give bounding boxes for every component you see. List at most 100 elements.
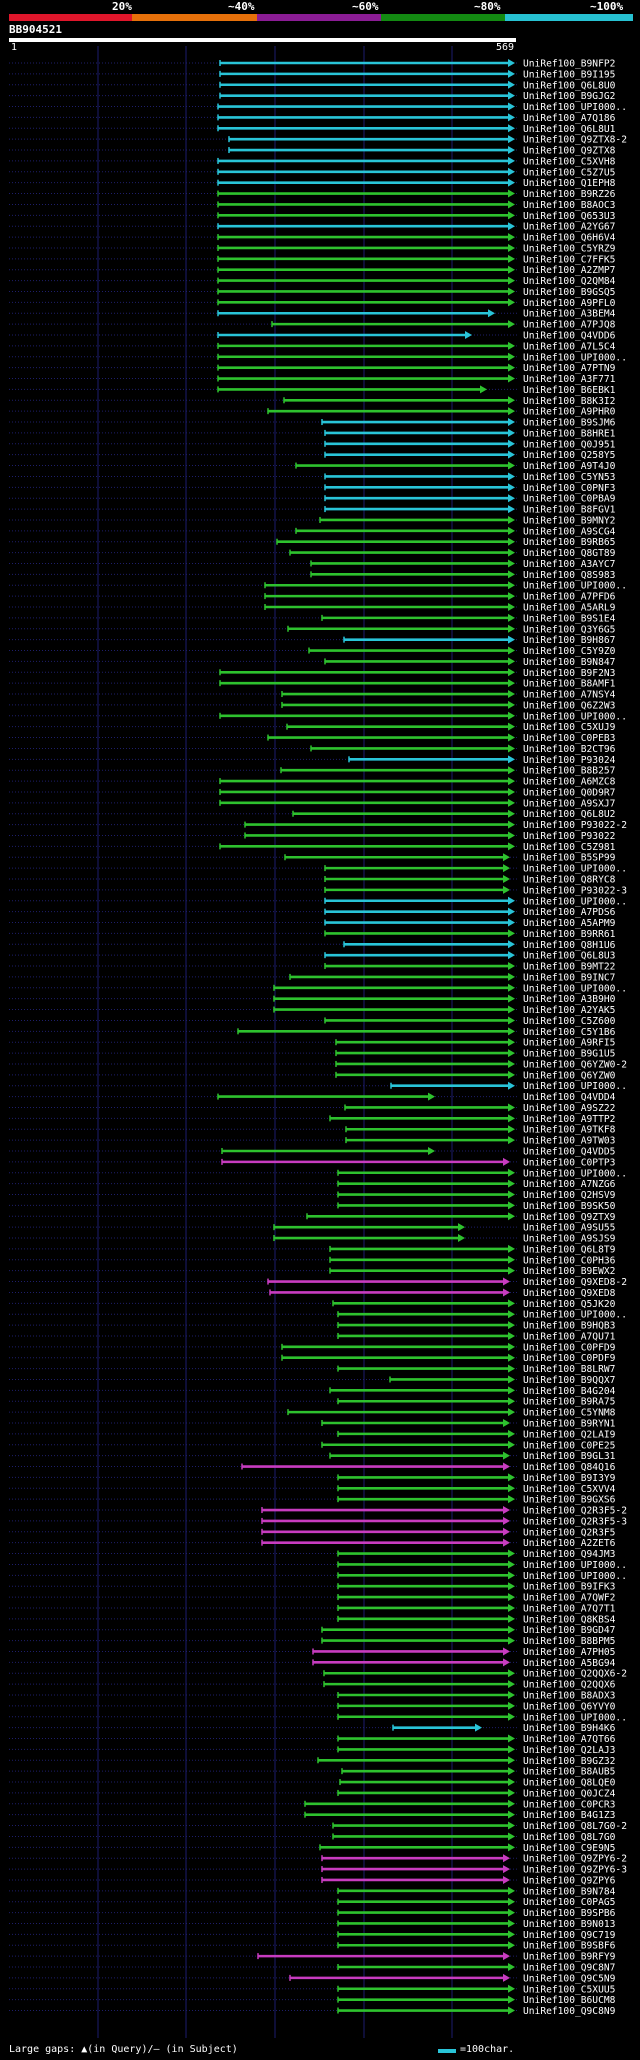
hit-row[interactable]: UniRef100_C0PBA9: [9, 494, 616, 505]
hit-row[interactable]: UniRef100_Q9ZTX8: [9, 146, 616, 157]
hit-row[interactable]: UniRef100_B9RYN1: [9, 1419, 616, 1430]
hit-label[interactable]: UniRef100_B9N013: [523, 1919, 616, 1930]
hit-label[interactable]: UniRef100_C5YRZ9: [523, 243, 616, 254]
hit-label[interactable]: UniRef100_UPI000..: [523, 864, 627, 875]
hit-row[interactable]: UniRef100_B8AUB5: [9, 1767, 615, 1778]
hit-row[interactable]: UniRef100_B9G1U5: [9, 1049, 615, 1060]
hit-row[interactable]: UniRef100_B9HQB3: [9, 1321, 616, 1332]
hit-label[interactable]: UniRef100_A5BG94: [523, 1658, 616, 1669]
hit-row[interactable]: UniRef100_Q8L7G0-2: [9, 1821, 627, 1832]
hit-row[interactable]: UniRef100_B9N784: [9, 1886, 616, 1897]
hit-label[interactable]: UniRef100_B5SP99: [523, 853, 616, 864]
hit-row[interactable]: UniRef100_B9SBF6: [9, 1941, 616, 1952]
hit-row[interactable]: UniRef100_B6EBK1: [9, 385, 616, 396]
hit-row[interactable]: UniRef100_A9SCG4: [9, 526, 616, 537]
hit-row[interactable]: UniRef100_UPI000..: [9, 1310, 627, 1321]
hit-label[interactable]: UniRef100_Q0J951: [523, 439, 616, 450]
hit-label[interactable]: UniRef100_UPI000..: [523, 896, 627, 907]
hit-label[interactable]: UniRef100_B9IFK3: [523, 1582, 616, 1593]
hit-label[interactable]: UniRef100_Q4VDD4: [523, 1092, 616, 1103]
hit-label[interactable]: UniRef100_A9SU55: [523, 1223, 615, 1234]
hit-label[interactable]: UniRef100_Q6Z2W3: [523, 700, 616, 711]
hit-label[interactable]: UniRef100_A2ZMP7: [523, 265, 616, 276]
hit-label[interactable]: UniRef100_C5Z600: [523, 1016, 616, 1027]
hit-row[interactable]: UniRef100_B9S1E4: [9, 613, 616, 624]
hit-row[interactable]: UniRef100_B8BPM5: [9, 1636, 615, 1647]
hit-label[interactable]: UniRef100_A5APM9: [523, 918, 616, 929]
hit-label[interactable]: UniRef100_A9SZ22: [523, 1103, 615, 1114]
hit-row[interactable]: UniRef100_UPI000..: [9, 1168, 627, 1179]
hit-label[interactable]: UniRef100_C5XVV4: [523, 1484, 616, 1495]
hit-row[interactable]: UniRef100_B8HRE1: [9, 428, 616, 439]
hit-row[interactable]: UniRef100_B9RZ26: [9, 189, 616, 200]
hit-row[interactable]: UniRef100_A5APM9: [9, 918, 616, 929]
hit-label[interactable]: UniRef100_A9PHR0: [523, 407, 616, 418]
hit-label[interactable]: UniRef100_Q6L8U0: [523, 80, 616, 91]
hit-label[interactable]: UniRef100_Q8LQE0: [523, 1778, 616, 1789]
hit-row[interactable]: UniRef100_Q6YZW0-2: [9, 1059, 627, 1070]
hit-row[interactable]: UniRef100_P93024: [9, 755, 616, 766]
hit-row[interactable]: UniRef100_B9GSQ5: [9, 287, 615, 298]
hit-label[interactable]: UniRef100_Q1EPH8: [523, 178, 616, 189]
hit-label[interactable]: UniRef100_A7PH05: [523, 1647, 615, 1658]
hit-label[interactable]: UniRef100_Q6YZW0-2: [523, 1059, 627, 1070]
hit-label[interactable]: UniRef100_B8AMF1: [523, 679, 616, 690]
hit-row[interactable]: UniRef100_A9SJS9: [9, 1234, 616, 1245]
hit-label[interactable]: UniRef100_A5ARL9: [523, 603, 616, 614]
hit-label[interactable]: UniRef100_A3F771: [523, 374, 616, 385]
hit-row[interactable]: UniRef100_B9GL31: [9, 1451, 616, 1462]
hit-label[interactable]: UniRef100_Q9ZTX8: [523, 146, 616, 157]
hit-label[interactable]: UniRef100_B9GJG2: [523, 91, 615, 102]
hit-row[interactable]: UniRef100_Q1EPH8: [9, 178, 616, 189]
hit-label[interactable]: UniRef100_UPI000..: [523, 1081, 627, 1092]
hit-label[interactable]: UniRef100_B9GSQ5: [523, 287, 615, 298]
hit-label[interactable]: UniRef100_A2YAK5: [523, 1005, 615, 1016]
hit-row[interactable]: UniRef100_B9N847: [9, 657, 616, 668]
hit-label[interactable]: UniRef100_C0PE25: [523, 1440, 615, 1451]
hit-row[interactable]: UniRef100_B9NFP2: [9, 59, 615, 70]
hit-label[interactable]: UniRef100_A7PDS6: [523, 907, 616, 918]
hit-row[interactable]: UniRef100_B6UCM8: [9, 1995, 616, 2006]
hit-label[interactable]: UniRef100_Q9ZPY6-2: [523, 1854, 627, 1865]
hit-label[interactable]: UniRef100_B9SJM6: [523, 418, 616, 429]
hit-row[interactable]: UniRef100_Q9ZPY6-2: [9, 1854, 627, 1865]
hit-label[interactable]: UniRef100_B9N847: [523, 657, 616, 668]
hit-label[interactable]: UniRef100_Q9C8N7: [523, 1963, 616, 1974]
hit-row[interactable]: UniRef100_A6MZC8: [9, 777, 616, 788]
hit-label[interactable]: UniRef100_Q8GT89: [523, 548, 616, 559]
hit-label[interactable]: UniRef100_UPI000..: [523, 983, 627, 994]
hit-row[interactable]: UniRef100_B9N013: [9, 1919, 616, 1930]
hit-row[interactable]: UniRef100_A9SZ22: [9, 1103, 615, 1114]
hit-label[interactable]: UniRef100_B9I195: [523, 69, 615, 80]
hit-row[interactable]: UniRef100_A9SU55: [9, 1223, 615, 1234]
hit-label[interactable]: UniRef100_UPI000..: [523, 1571, 627, 1582]
hit-row[interactable]: UniRef100_Q6L8U1: [9, 124, 616, 135]
hit-row[interactable]: UniRef100_A9RFI5: [9, 1038, 615, 1049]
hit-row[interactable]: UniRef100_A7QU71: [9, 1331, 616, 1342]
hit-label[interactable]: UniRef100_A7QWF2: [523, 1593, 615, 1604]
hit-row[interactable]: UniRef100_Q4VDD4: [9, 1092, 616, 1103]
hit-label[interactable]: UniRef100_C5Y1B6: [523, 1027, 616, 1038]
hit-row[interactable]: UniRef100_Q8L7G0: [9, 1832, 616, 1843]
hit-row[interactable]: UniRef100_Q9C8N7: [9, 1963, 616, 1974]
hit-label[interactable]: UniRef100_C5XUJ9: [523, 722, 616, 733]
hit-label[interactable]: UniRef100_A7NSY4: [523, 690, 616, 701]
hit-label[interactable]: UniRef100_B6EBK1: [523, 385, 616, 396]
hit-row[interactable]: UniRef100_Q9C8N9: [9, 2006, 616, 2017]
hit-label[interactable]: UniRef100_Q6YZW0: [523, 1070, 616, 1081]
hit-label[interactable]: UniRef100_B9RR61: [523, 929, 616, 940]
hit-label[interactable]: UniRef100_Q2R3F5-2: [523, 1506, 627, 1517]
hit-label[interactable]: UniRef100_C0PH36: [523, 1255, 616, 1266]
hit-label[interactable]: UniRef100_B9GL31: [523, 1451, 616, 1462]
hit-label[interactable]: UniRef100_Q653U3: [523, 211, 616, 222]
hit-label[interactable]: UniRef100_B8ADX3: [523, 1691, 616, 1702]
hit-row[interactable]: UniRef100_Q8GT89: [9, 548, 616, 559]
hit-label[interactable]: UniRef100_Q5JK20: [523, 1299, 616, 1310]
hit-label[interactable]: UniRef100_B9G1U5: [523, 1049, 615, 1060]
hit-label[interactable]: UniRef100_C0PFD9: [523, 1342, 616, 1353]
hit-row[interactable]: UniRef100_C5YNM8: [9, 1408, 616, 1419]
hit-label[interactable]: UniRef100_B8BPM5: [523, 1636, 615, 1647]
hit-row[interactable]: UniRef100_Q4VDD5: [9, 1147, 615, 1158]
hit-row[interactable]: UniRef100_Q9ZTX8-2: [9, 135, 627, 146]
hit-label[interactable]: UniRef100_B9F2N3: [523, 668, 616, 679]
